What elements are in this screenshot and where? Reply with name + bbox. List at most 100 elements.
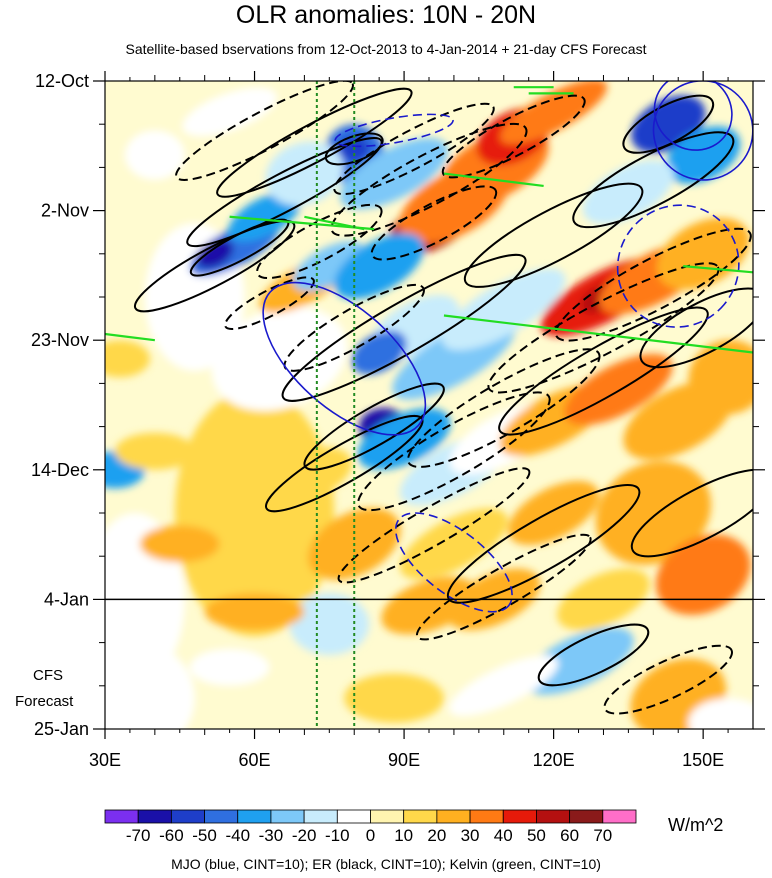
colorbar-swatch: [403, 809, 438, 824]
x-tick-label: 30E: [89, 750, 121, 770]
mjo-contour: [652, 81, 753, 181]
anomaly-blob: [523, 627, 634, 695]
colorbar-swatch: [536, 809, 571, 824]
anomaly-blob: [105, 636, 195, 729]
colorbar-label: 0: [366, 826, 375, 845]
er-contour: [487, 262, 720, 394]
chart-subtitle: Satellite-based bservations from 12-Oct-…: [125, 41, 647, 57]
anomaly-blob: [204, 593, 305, 631]
mjo-contour: [394, 512, 513, 613]
colorbar-label: 40: [494, 826, 513, 845]
anomaly-blob: [124, 130, 185, 180]
er-contour: [281, 253, 527, 402]
er-contour: [639, 287, 753, 369]
anomaly-blob: [688, 698, 753, 729]
anomaly-blob: [688, 339, 753, 415]
anomaly-blob: [448, 655, 559, 717]
er-contour: [133, 219, 296, 313]
axes: 30E 60E 90E 120E 150E 12-Oct 2-Nov 23-Nov 14-Dec…: [31, 71, 765, 770]
er-contour: [603, 644, 733, 715]
anomaly-blob: [442, 268, 566, 351]
colorbar-label: -40: [225, 826, 250, 845]
y-tick-label: 25-Jan: [34, 719, 89, 739]
y-tick-label: 12-Oct: [35, 71, 89, 91]
mjo-contour: [262, 281, 427, 436]
anomaly-blob: [196, 239, 234, 269]
colorbar-swatch: [270, 809, 305, 824]
anomaly-blob: [114, 432, 195, 470]
anomaly-blob: [228, 191, 301, 242]
mjo-contour: [653, 81, 733, 151]
colorbar-label: -50: [192, 826, 217, 845]
anomaly-blob: [351, 330, 407, 375]
colorbar-swatch: [204, 809, 239, 824]
colorbar-label: -20: [292, 826, 317, 845]
colorbar: -70 -60 -50 -40 -30 -20 -10 0 10 20 30 40 50 60 70: [104, 809, 637, 845]
anomaly-blob: [182, 87, 277, 137]
anomaly-blob: [344, 673, 444, 723]
er-contour: [415, 533, 592, 641]
colorbar-swatch: [436, 809, 471, 824]
colorbar-swatch: [137, 809, 172, 824]
er-contour: [224, 276, 315, 330]
colorbar-swatch: [336, 809, 371, 824]
anomaly-blob: [508, 481, 600, 545]
anomaly-blob: [564, 354, 673, 426]
er-contour: [330, 122, 528, 237]
anomaly-blob: [595, 461, 711, 565]
er-contour: [441, 94, 586, 179]
colorbar-swatch: [303, 809, 338, 824]
er-contour: [357, 391, 551, 512]
anomaly-blob: [105, 340, 150, 378]
er-contour: [337, 467, 531, 584]
colorbar-swatch: [569, 809, 604, 824]
anomaly-blob: [189, 648, 270, 686]
er-contour: [572, 131, 735, 229]
anomaly-blob: [334, 233, 425, 299]
er-contour: [324, 132, 384, 166]
colorbar-label: 30: [461, 826, 480, 845]
x-tick-label: 120E: [533, 750, 575, 770]
colorbar-swatch: [602, 809, 637, 824]
er-contour: [256, 203, 383, 280]
colorbar-label: -10: [325, 826, 350, 845]
er-contour: [333, 102, 495, 196]
er-contour: [498, 306, 709, 436]
er-contour: [186, 137, 383, 248]
colorbar-swatch: [502, 809, 537, 824]
mjo-contour: [334, 113, 454, 148]
er-contour: [175, 81, 354, 181]
anomaly-blob: [174, 389, 335, 637]
colorbar-label: 60: [560, 826, 579, 845]
colorbar-swatch: [469, 809, 504, 824]
hovmoller-chart: 30E 60E 90E 120E 150E 12-Oct 2-Nov 23-Nov 14-Dec…: [31, 71, 765, 845]
er-contour: [630, 468, 753, 558]
reference-lines: [315, 81, 356, 729]
colorbar-label: 50: [527, 826, 546, 845]
er-contour: [622, 94, 715, 154]
mjo-contour: [616, 204, 740, 328]
er-contour: [407, 348, 601, 468]
anomaly-blob: [399, 508, 508, 580]
colorbar-label: 20: [427, 826, 446, 845]
anomaly-blob: [256, 447, 352, 505]
er-contour: [537, 623, 650, 687]
legend-note: MJO (blue, CINT=10); ER (black, CINT=10)…: [171, 856, 601, 872]
y-tick-label: 14-Dec: [31, 460, 89, 480]
colorbar-label: 10: [394, 826, 413, 845]
kelvin-contour: [443, 172, 544, 188]
anomaly-blob: [582, 160, 674, 225]
x-tick-label: 90E: [388, 750, 420, 770]
colorbar-swatch: [237, 809, 272, 824]
colorbar-label: -30: [259, 826, 284, 845]
anomaly-blob: [357, 408, 451, 470]
anomaly-shading: [105, 81, 753, 729]
colorbar-swatch: [104, 809, 139, 824]
y-tick-label: 23-Nov: [31, 330, 89, 350]
er-contour: [216, 87, 413, 198]
anomaly-blob: [656, 217, 750, 290]
colorbar-swatch: [170, 809, 205, 824]
colorbar-units: W/m^2: [668, 815, 724, 835]
anomaly-blob: [139, 525, 220, 563]
colorbar-swatch: [370, 809, 405, 824]
